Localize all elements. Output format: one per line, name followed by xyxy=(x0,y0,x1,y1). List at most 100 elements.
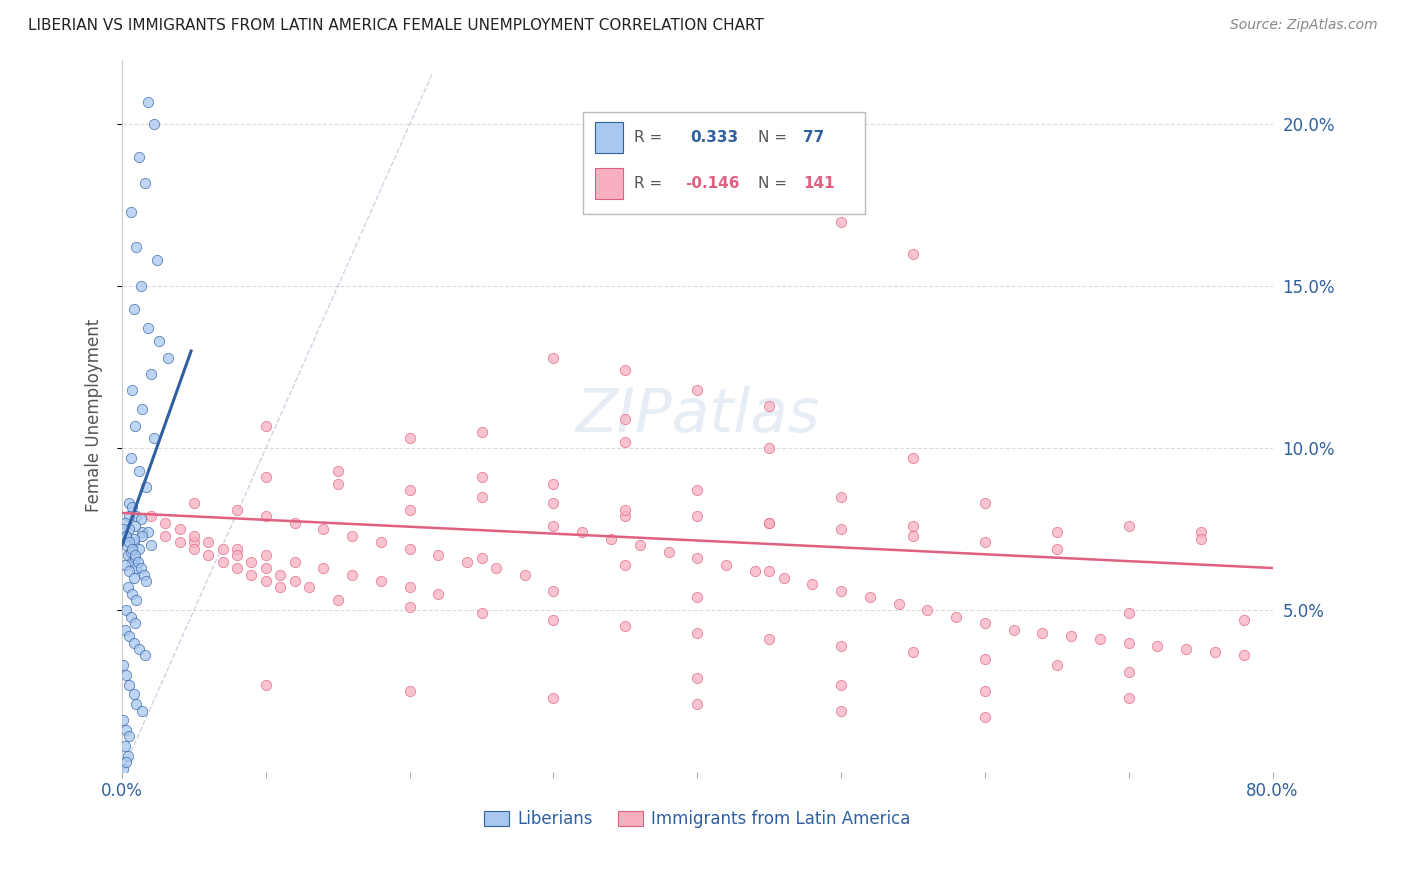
Point xyxy=(117,748,139,763)
Point xyxy=(830,522,852,536)
Point xyxy=(125,697,148,711)
Point xyxy=(1189,525,1212,540)
Point xyxy=(859,590,882,604)
Point xyxy=(118,496,141,510)
Point xyxy=(513,567,536,582)
Point xyxy=(1118,665,1140,679)
Point xyxy=(1118,635,1140,649)
Point xyxy=(284,574,307,588)
Point xyxy=(135,480,157,494)
Point xyxy=(254,509,277,524)
Point xyxy=(135,574,157,588)
Point xyxy=(254,548,277,562)
Point xyxy=(758,564,780,578)
Point xyxy=(142,432,165,446)
Point xyxy=(125,593,148,607)
Point xyxy=(254,470,277,484)
Point xyxy=(901,519,924,533)
Point xyxy=(118,564,141,578)
Point xyxy=(686,590,709,604)
Text: 141: 141 xyxy=(803,176,834,191)
Point xyxy=(121,383,143,397)
Point xyxy=(686,551,709,566)
Point xyxy=(801,577,824,591)
Point xyxy=(1118,690,1140,705)
Point xyxy=(114,623,136,637)
Point xyxy=(471,551,494,566)
Point xyxy=(471,470,494,484)
Point xyxy=(269,567,291,582)
Point xyxy=(124,519,146,533)
Point xyxy=(128,464,150,478)
Point xyxy=(124,616,146,631)
Point xyxy=(974,535,997,549)
Point xyxy=(714,558,737,572)
Text: N =: N = xyxy=(758,176,787,191)
Point xyxy=(125,561,148,575)
Point xyxy=(1002,623,1025,637)
Point xyxy=(197,548,219,562)
Point xyxy=(139,538,162,552)
Point xyxy=(118,730,141,744)
Point xyxy=(128,150,150,164)
Point xyxy=(614,363,637,377)
Point xyxy=(686,697,709,711)
Point xyxy=(118,522,141,536)
Point xyxy=(917,603,939,617)
Point xyxy=(122,301,145,316)
Point xyxy=(136,321,159,335)
Point xyxy=(226,561,249,575)
Point xyxy=(121,500,143,514)
Point xyxy=(114,516,136,530)
Text: -0.146: -0.146 xyxy=(685,176,740,191)
Point xyxy=(326,476,349,491)
Point xyxy=(1046,658,1069,673)
Point xyxy=(758,399,780,413)
Point xyxy=(471,607,494,621)
Point xyxy=(118,509,141,524)
Point xyxy=(974,651,997,665)
Point xyxy=(127,555,149,569)
Point xyxy=(312,561,335,575)
Point xyxy=(139,509,162,524)
Point xyxy=(1118,607,1140,621)
Point xyxy=(614,502,637,516)
Point xyxy=(398,541,420,556)
Point xyxy=(134,648,156,663)
Point xyxy=(744,564,766,578)
Point xyxy=(600,532,623,546)
Point xyxy=(125,240,148,254)
Point xyxy=(124,548,146,562)
Point xyxy=(1175,642,1198,657)
Point xyxy=(686,383,709,397)
Point xyxy=(326,464,349,478)
Point xyxy=(312,522,335,536)
Point xyxy=(136,95,159,109)
Point xyxy=(169,522,191,536)
Point xyxy=(974,616,997,631)
Point xyxy=(485,561,508,575)
Point xyxy=(211,541,233,556)
Point xyxy=(148,334,170,349)
Point xyxy=(340,528,363,542)
Point xyxy=(1233,648,1256,663)
Text: N =: N = xyxy=(758,129,787,145)
Point xyxy=(571,525,593,540)
Point xyxy=(398,684,420,698)
Point xyxy=(758,516,780,530)
Point xyxy=(830,583,852,598)
Point xyxy=(830,704,852,718)
Point xyxy=(121,555,143,569)
Point xyxy=(118,678,141,692)
Point xyxy=(398,581,420,595)
Point xyxy=(901,528,924,542)
Point xyxy=(118,535,141,549)
Point xyxy=(118,629,141,643)
Point xyxy=(686,625,709,640)
Point xyxy=(124,418,146,433)
Point xyxy=(543,496,565,510)
Point xyxy=(974,684,997,698)
Point xyxy=(1088,632,1111,647)
Point xyxy=(1146,639,1168,653)
Point xyxy=(543,476,565,491)
